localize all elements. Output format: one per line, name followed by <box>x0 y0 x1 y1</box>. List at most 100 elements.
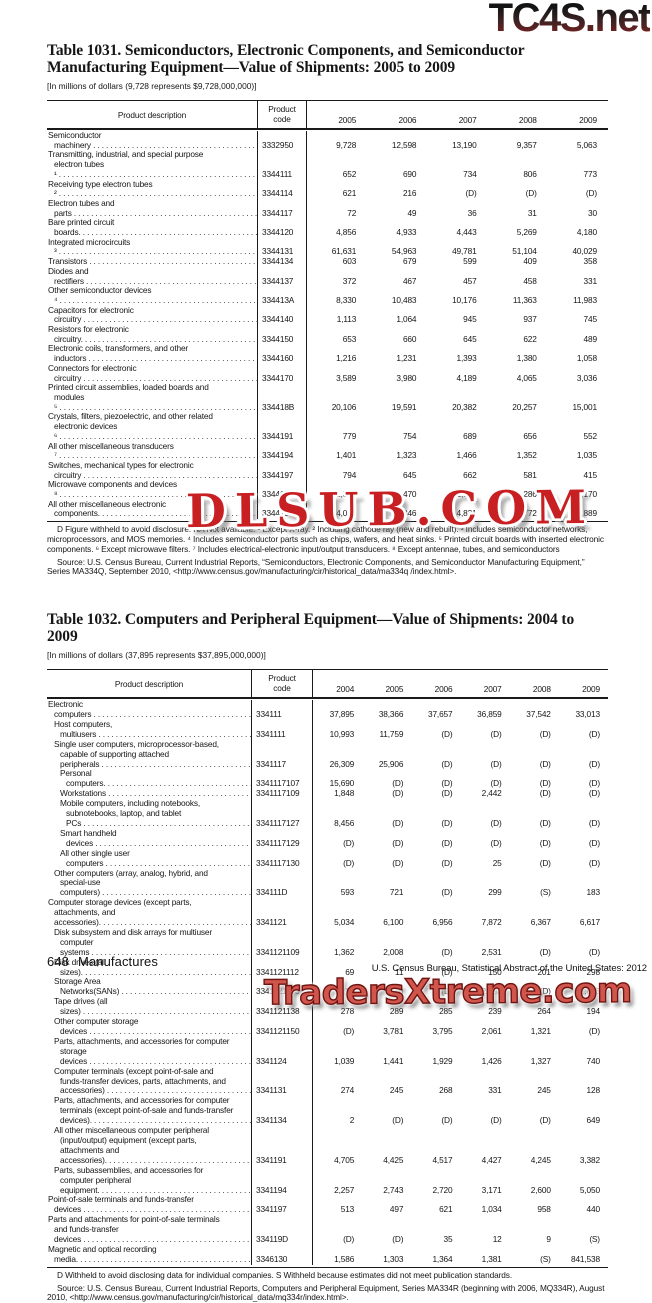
value-cell: 3,781 <box>383 1026 404 1037</box>
value-cell: 216 <box>402 188 417 199</box>
table-1031-section: Table 1031. Semiconductors, Electronic C… <box>47 42 608 577</box>
value-cell: 2,743 <box>383 1184 404 1195</box>
value-cell: 734 <box>463 168 477 179</box>
value-cell: 841,538 <box>570 1253 600 1264</box>
value-cell: (D) <box>441 966 453 977</box>
value-cells: 3,589 3,980 4,189 4,065 3,036 <box>307 364 608 383</box>
product-code-cell: 3344111 <box>257 150 307 180</box>
value-cell: 457 <box>463 275 477 286</box>
value-cell: (D) <box>343 1234 355 1245</box>
product-code-cell: 3341124 <box>251 1036 313 1067</box>
value-cell: (D) <box>392 857 404 868</box>
value-cell: (D) <box>441 837 453 848</box>
value-cell: 4,517 <box>432 1154 453 1165</box>
value-cell: 2,442 <box>481 788 502 799</box>
table-row: Electron tubes and parts 3344117 72 49 36 3… <box>47 198 608 219</box>
value-cells: 4,705 4,425 4,517 4,427 4,245 3,382 <box>313 1126 608 1166</box>
value-cells: (D) 10 (D) 2,892 (D) 2,683 <box>313 977 608 997</box>
table-row: Connectors for electronic circuitry 3344… <box>47 363 608 384</box>
value-cells: 652 690 734 806 773 <box>307 150 608 179</box>
value-cells: 26,309 25,906 (D) (D) (D) (D) <box>313 740 608 770</box>
value-cell: 11 <box>394 966 404 977</box>
table-row: Bare printed circuit boards. 3344120 4,8… <box>47 218 608 238</box>
value-cell: (D) <box>490 837 502 848</box>
value-cells: 2 (D) (D) (D) (D) 649 <box>313 1096 608 1126</box>
value-cell: 1,848 <box>334 788 355 799</box>
value-cell: 49,781 <box>452 246 477 257</box>
table-1032-unit-note: [In millions of dollars (37,895 represen… <box>47 650 266 661</box>
value-cell: 5,269 <box>516 227 537 238</box>
table-row: Printed circuit assemblies, loaded board… <box>47 383 608 413</box>
product-code-cell: 3344120 <box>257 218 307 238</box>
value-cell: 37,542 <box>526 709 551 720</box>
value-cell: 958 <box>537 1204 551 1215</box>
value-cell: 662 <box>463 469 477 480</box>
product-description-cell: Tape drives (all sizes) <box>47 997 251 1017</box>
table-row: Parts, attachments, and accessories for … <box>47 1036 608 1067</box>
product-code-cell: 3344197 <box>257 460 307 481</box>
value-cell: 128 <box>586 1085 601 1096</box>
product-description-cell: Semiconductor machinery <box>47 131 257 150</box>
table-row: Computer storage devices (except parts, … <box>47 898 608 928</box>
value-cell: 415 <box>583 469 598 480</box>
value-cell: 1,286 <box>516 489 537 500</box>
value-cell: 10,483 <box>391 294 417 305</box>
value-cell: 15,001 <box>572 401 597 412</box>
table-row: Parts, attachments, and accessories for … <box>47 1096 608 1127</box>
product-code-cell: 3341121150 <box>251 1017 313 1037</box>
product-code-cell: 3344137 <box>257 266 307 287</box>
value-cell: 622 <box>523 333 537 344</box>
value-cells: 1,039 1,441 1,929 1,426 1,327 740 <box>313 1037 608 1067</box>
product-description-cell: All other miscellaneous electronic compo… <box>47 500 257 519</box>
value-cell: 8,330 <box>336 294 357 305</box>
value-cell: (D) <box>525 188 537 199</box>
value-cell: 10 <box>394 986 404 997</box>
product-description-cell: Personal computers. <box>47 769 251 789</box>
watermark-tradersxtreme: TradersXtreme.com <box>263 970 632 1014</box>
value-cells: 8,456 (D) (D) (D) (D) (D) <box>313 799 608 829</box>
value-cell: 1,113 <box>336 314 357 325</box>
value-cell: 19,591 <box>391 401 417 412</box>
table-row: Other computer storage devices 334112115… <box>47 1017 608 1037</box>
table-row: Point-of-sale terminals and funds-transf… <box>47 1195 608 1216</box>
product-description-cell: Other computers (array, analog, hybrid, … <box>47 869 251 899</box>
product-description-cell: Crystals, filters, piezoelectric, and ot… <box>47 412 257 441</box>
product-code-cell: 334111 <box>251 700 313 720</box>
value-cell: 4,856 <box>336 227 357 238</box>
value-cell: 372 <box>342 275 357 286</box>
value-cell: (D) <box>392 817 404 828</box>
product-code-cell: 3344150 <box>257 325 307 345</box>
column-header-product-description: Product description <box>117 109 187 120</box>
value-cell: (S) <box>589 1234 600 1245</box>
table-row: Resistors for electronic circuitry. 3344… <box>47 325 608 345</box>
table-row: Switches, mechanical types for electroni… <box>47 460 608 481</box>
value-cell: 489 <box>583 333 598 344</box>
value-cell: 779 <box>342 430 357 441</box>
value-cell: (D) <box>539 837 551 848</box>
value-cell: 1,586 <box>334 1253 355 1264</box>
value-cell: 2,720 <box>432 1184 453 1195</box>
value-cells: 779 754 689 656 552 <box>307 412 608 441</box>
value-cells: 61,631 54,963 49,781 51,104 40,029 <box>307 238 608 257</box>
table-1031-source: Source: U.S. Census Bureau, Current Indu… <box>47 556 585 577</box>
value-cell: 1,303 <box>383 1253 404 1264</box>
table-row: Tape drives (all sizes) 3341121138 278 28… <box>47 997 608 1018</box>
product-code-cell: 334111D <box>251 868 313 899</box>
product-description-cell: Switches, mechanical types for electroni… <box>47 461 257 480</box>
value-cell: 794 <box>342 469 357 480</box>
value-cell: 6,100 <box>383 917 404 928</box>
value-cell: 1,380 <box>516 353 537 364</box>
value-cell: 358 <box>583 256 598 267</box>
value-cell: 36,859 <box>477 709 502 720</box>
value-cell: 599 <box>463 256 477 267</box>
product-code-cell: 334119D <box>251 1215 313 1245</box>
value-cell: 4,831 <box>456 508 477 519</box>
value-cell: 38,366 <box>378 709 404 720</box>
value-cell: 1,381 <box>481 1253 502 1264</box>
column-header-product-code: Product code <box>251 670 313 698</box>
value-cell: 690 <box>402 168 417 179</box>
product-code-cell: 334418B <box>257 383 307 413</box>
value-cell: (D) <box>539 986 551 997</box>
value-cell: 239 <box>488 1006 502 1017</box>
value-cell: (D) <box>588 837 600 848</box>
